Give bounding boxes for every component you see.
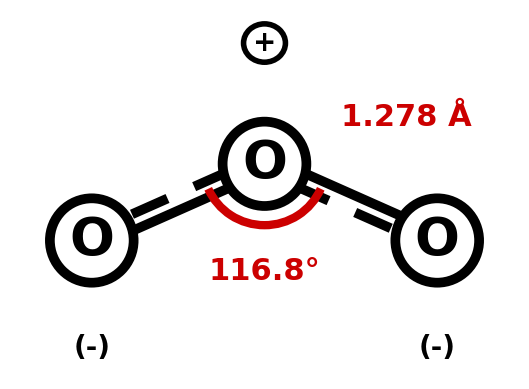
- Text: 116.8°: 116.8°: [208, 257, 321, 286]
- Text: O: O: [69, 214, 114, 266]
- Ellipse shape: [395, 198, 479, 283]
- Text: (-): (-): [73, 334, 110, 362]
- Text: +: +: [253, 29, 276, 57]
- Text: O: O: [415, 214, 460, 266]
- Ellipse shape: [223, 122, 306, 206]
- Text: 1.278 Å: 1.278 Å: [342, 103, 472, 132]
- Text: (-): (-): [419, 334, 456, 362]
- Text: O: O: [242, 138, 287, 190]
- Ellipse shape: [243, 24, 286, 62]
- Ellipse shape: [50, 198, 134, 283]
